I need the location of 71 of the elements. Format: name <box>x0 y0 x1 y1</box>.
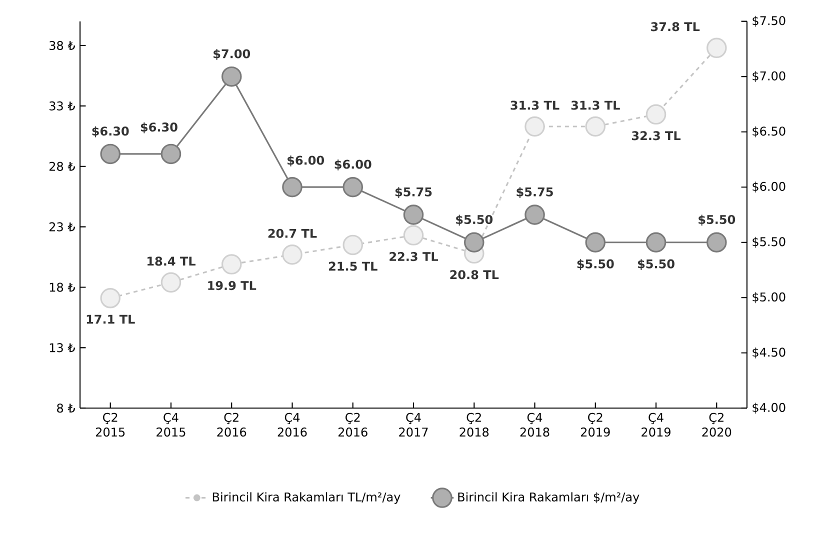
point <box>160 272 182 293</box>
data-label: 37.8 TL <box>651 22 700 32</box>
x-tick-label: Ç4 2018 <box>520 413 550 437</box>
y-tick-label: 28 ₺ <box>49 162 75 172</box>
point <box>342 177 364 198</box>
data-label: 20.8 TL <box>450 270 499 280</box>
point <box>342 235 364 256</box>
x-tick-label: Ç4 2016 <box>278 413 307 437</box>
y-tick-label: 23 ₺ <box>49 222 75 232</box>
point <box>585 232 606 253</box>
y2-tick-label: $4.00 <box>752 402 786 414</box>
data-label: $6.00 <box>288 156 324 167</box>
y2-tick-label: $6.00 <box>752 182 786 193</box>
y2-tick-label: $7.00 <box>752 71 786 82</box>
y2-tick-label: $5.50 <box>752 237 786 248</box>
data-label: 18.4 TL <box>148 256 196 266</box>
data-label: $5.75 <box>516 187 553 198</box>
data-label: $5.75 <box>395 187 432 198</box>
data-label: 32.3 TL <box>632 131 681 140</box>
y-tick-label: 18 ₺ <box>50 282 75 292</box>
data-label: 22.3 TL <box>390 252 438 262</box>
y2-tick-label: $5.00 <box>752 292 786 304</box>
y2-tick-label: $6.50 <box>752 126 786 138</box>
point <box>646 104 666 125</box>
y-tick-label: 33 ₺ <box>50 102 75 111</box>
point <box>221 66 242 87</box>
y-tick-label: 8 ₺ <box>57 404 75 413</box>
data-label: 20.7 TL <box>268 229 317 238</box>
point <box>403 204 424 226</box>
point <box>464 232 484 253</box>
y-tick-label: 38 ₺ <box>50 41 75 50</box>
x-tick-label: Ç2 2019 <box>580 413 610 437</box>
data-label: 19.9 TL <box>208 281 256 290</box>
x-tick-label: Ç2 2016 <box>217 413 246 437</box>
data-label: 31.3 TL <box>510 100 560 110</box>
point <box>282 177 302 198</box>
x-tick-label: Ç4 2019 <box>642 413 670 437</box>
point <box>100 144 120 164</box>
point <box>646 232 666 253</box>
point <box>706 38 727 58</box>
point <box>282 244 302 265</box>
data-label: $5.50 <box>698 215 736 226</box>
data-label: $5.50 <box>638 259 674 270</box>
point <box>524 116 545 137</box>
data-label: $6.30 <box>92 126 129 138</box>
data-label: 17.1 TL <box>86 315 135 324</box>
y2-tick-label: $4.50 <box>752 348 786 359</box>
x-tick-label: Ç2 2016 <box>338 413 368 437</box>
point <box>524 204 545 226</box>
data-label: $6.30 <box>140 122 178 134</box>
data-label: $5.50 <box>577 259 614 270</box>
data-label: 31.3 TL <box>571 100 620 110</box>
legend-label: Birincil Kira Rakamları $/m²/ay <box>458 492 640 504</box>
data-label: $5.50 <box>456 215 493 226</box>
x-tick-label: Ç2 2015 <box>96 413 125 437</box>
x-tick-label: Ç4 2015 <box>156 413 186 437</box>
data-label: $7.00 <box>214 49 250 60</box>
point <box>403 225 424 246</box>
point <box>100 288 120 309</box>
data-label: 21.5 TL <box>328 262 378 271</box>
x-tick-label: Ç2 2020 <box>702 413 732 437</box>
point <box>706 232 727 253</box>
x-tick-label: Ç4 2017 <box>399 413 428 437</box>
y-tick-label: 13 ₺ <box>50 343 75 352</box>
y2-tick-label: $7.50 <box>752 16 786 27</box>
point <box>160 144 182 164</box>
point <box>221 254 242 275</box>
x-tick-label: Ç2 2018 <box>460 413 489 437</box>
legend-label: Birincil Kira Rakamları TL/m²/ay <box>212 492 400 504</box>
data-label: $6.00 <box>334 160 372 171</box>
point <box>585 116 606 137</box>
